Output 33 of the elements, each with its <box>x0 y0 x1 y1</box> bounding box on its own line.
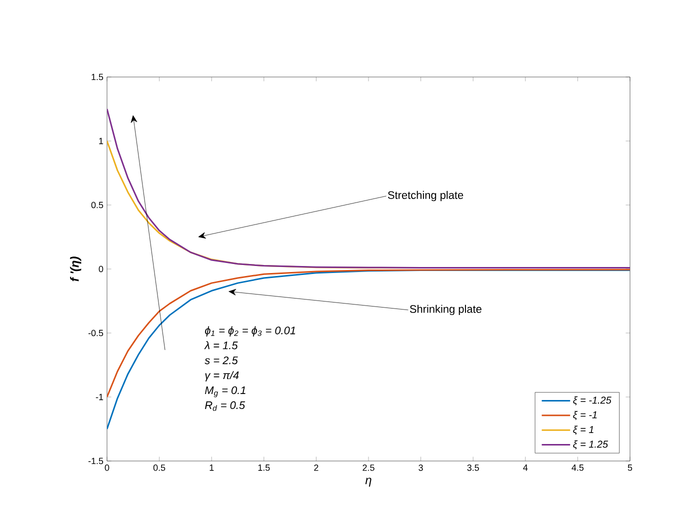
annotation: λ = 1.5 <box>204 341 238 350</box>
legend-label: ξ = -1.25 <box>573 396 612 406</box>
y-tick-label: 0 <box>98 266 104 272</box>
y-tick-label: -0.5 <box>88 330 104 336</box>
y-tick-label: -1.5 <box>88 458 104 464</box>
y-tick-label: 1 <box>99 138 104 144</box>
x-tick-label: 4 <box>523 464 528 471</box>
y-tick-label: 1.5 <box>92 74 104 80</box>
y-tick-label: -1 <box>96 394 104 400</box>
annotation: Shrinking plate <box>410 304 482 316</box>
y-tick-label: 0.5 <box>91 202 104 208</box>
legend-label: ξ = -1 <box>573 411 597 420</box>
x-axis-title: η <box>365 478 372 487</box>
annotation: M$_{g}$ = 0.1 <box>205 386 246 398</box>
x-tick-label: 1 <box>210 464 214 471</box>
annotation: γ = π/4 <box>205 371 239 382</box>
legend-label: ξ = 1 <box>573 426 594 435</box>
x-tick-label: 0 <box>104 464 110 471</box>
x-tick-label: 2.5 <box>362 464 374 471</box>
x-tick-label: 4.5 <box>572 464 584 471</box>
y-axis-title: f '(η) <box>70 256 82 282</box>
x-tick-label: 2 <box>314 464 318 471</box>
x-tick-label: 0.5 <box>153 464 166 471</box>
annotation: ϕ$_{1}$ = ϕ$_{2}$ = ϕ$_{3}$ = 0.01 <box>205 326 296 336</box>
line-series <box>107 268 630 398</box>
x-tick-label: 1.5 <box>258 464 270 471</box>
x-tick-label: 3.5 <box>467 464 479 471</box>
legend-label: ξ = 1.25 <box>573 440 608 450</box>
annotation: s = 2.5 <box>204 356 238 364</box>
x-tick-label: 5 <box>628 464 632 471</box>
x-tick-label: 3 <box>418 464 423 471</box>
annotation: Stretching plate <box>388 190 464 202</box>
annotation: R$_{d}$ = 0.5 <box>205 401 246 411</box>
